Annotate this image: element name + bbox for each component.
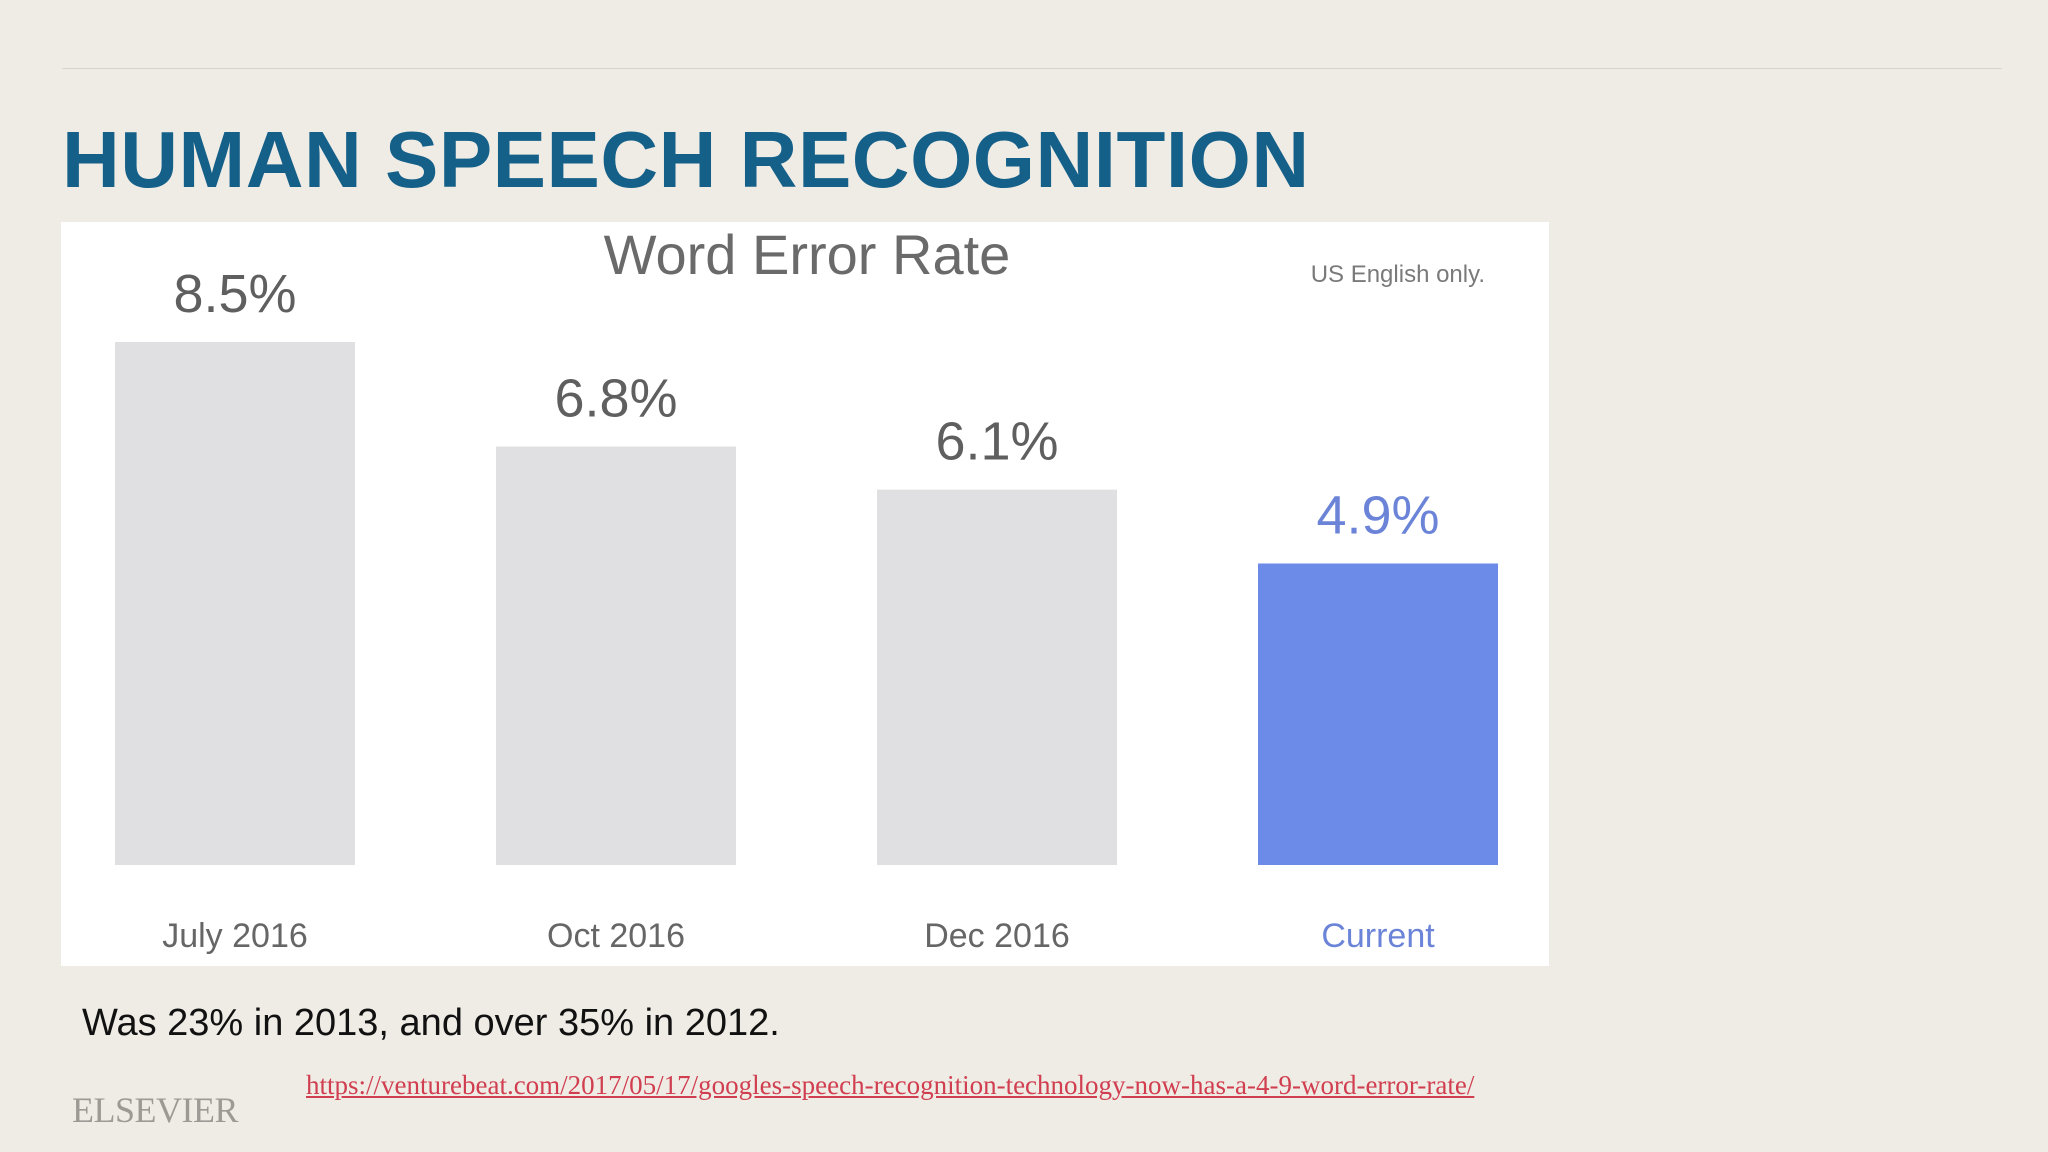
top-divider (62, 68, 2002, 69)
bar-1 (115, 342, 355, 865)
chart-title: Word Error Rate (604, 223, 1011, 286)
caption-text: Was 23% in 2013, and over 35% in 2012. (82, 1002, 780, 1044)
bar-value-label: 8.5% (173, 264, 296, 324)
word-error-rate-chart: Word Error Rate US English only. 8.5% Jul… (115, 223, 1498, 955)
category-label: Dec 2016 (924, 917, 1070, 955)
source-link[interactable]: https://venturebeat.com/2017/05/17/googl… (306, 1070, 1475, 1100)
chart-panel: Word Error Rate US English only. 8.5% Jul… (61, 222, 1549, 966)
bar-value-label: 6.8% (554, 369, 677, 429)
bar-4 (1258, 563, 1498, 865)
chart-note: US English only. (1311, 261, 1485, 288)
category-label: Oct 2016 (547, 917, 685, 955)
slide-title: HUMAN SPEECH RECOGNITION (62, 115, 1310, 204)
bar-value-label: 4.9% (1316, 486, 1439, 546)
elsevier-logo: ELSEVIER (72, 1090, 238, 1130)
category-label: July 2016 (162, 917, 308, 955)
bar-3 (877, 489, 1117, 865)
bar-2 (496, 446, 736, 865)
category-label: Current (1321, 917, 1435, 955)
bar-value-label: 6.1% (935, 412, 1058, 472)
